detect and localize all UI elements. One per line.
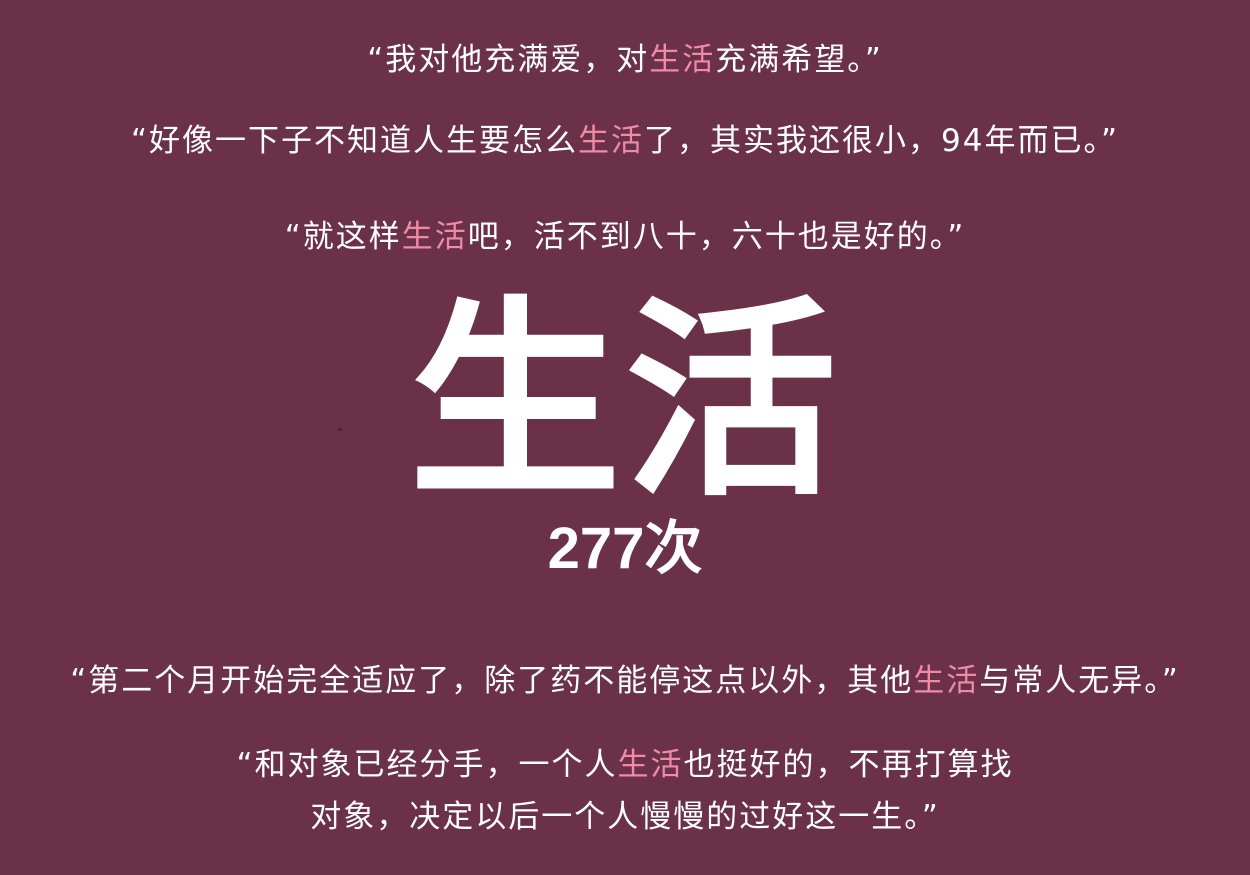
quote-1-highlight: 生活 [649, 42, 716, 78]
quote-5-text-line-2: 对象，决定以后一个人慢慢的过好这一生。” [310, 799, 940, 835]
quote-1-text-before: “我对他充满爱，对 [367, 42, 650, 78]
keyword-title: 生活 [409, 278, 841, 525]
quote-3-text-after: 吧，活不到八十，六十也是好的。” [467, 219, 966, 255]
keyword-count: 277次 [547, 516, 703, 581]
quote-1: “我对他充满爱，对生活充满希望。” [0, 40, 1250, 80]
quote-5-text-before: “和对象已经分手，一个人 [236, 747, 618, 783]
quote-4-highlight: 生活 [913, 663, 980, 699]
quote-2-highlight: 生活 [578, 123, 645, 159]
quote-3-highlight: 生活 [401, 219, 468, 255]
quote-2-text-before: “好像一下子不知道人生要怎么 [130, 123, 579, 159]
quote-5-highlight: 生活 [617, 747, 684, 783]
quote-5-line-1: “和对象已经分手，一个人生活也挺好的，不再打算找 [0, 745, 1250, 785]
quote-3: “就这样生活吧，活不到八十，六十也是好的。” [0, 217, 1250, 257]
quote-5-line-2: 对象，决定以后一个人慢慢的过好这一生。” [0, 797, 1250, 837]
quote-3-text-before: “就这样 [284, 219, 402, 255]
quote-1-text-after: 充满希望。” [715, 42, 883, 78]
quote-4-text-before: “第二个月开始完全适应了，除了药不能停这点以外，其他 [70, 663, 914, 699]
quote-2-text-after: 了，其实我还很小，94年而已。” [644, 123, 1120, 159]
quote-4: “第二个月开始完全适应了，除了药不能停这点以外，其他生活与常人无异。” [0, 661, 1250, 701]
quote-4-text-after: 与常人无异。” [979, 663, 1180, 699]
stray-quote-mark: “ [337, 426, 343, 439]
quote-2: “好像一下子不知道人生要怎么生活了，其实我还很小，94年而已。” [0, 121, 1250, 161]
quote-5-text-after: 也挺好的，不再打算找 [683, 747, 1014, 783]
